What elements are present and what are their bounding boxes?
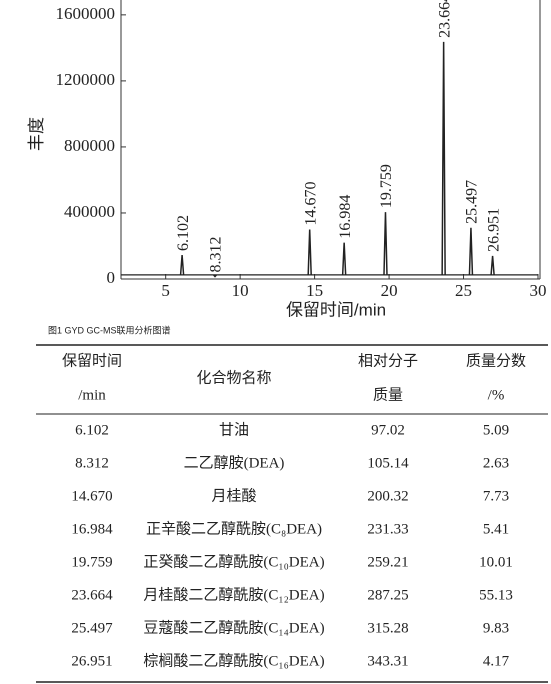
table-cell: 19.759 <box>71 554 112 570</box>
table-cell: 97.02 <box>371 422 405 438</box>
header-cell: /% <box>488 387 505 403</box>
peak <box>179 255 185 275</box>
x-axis-title: 保留时间/min <box>286 300 386 319</box>
table-cell: 正辛酸二乙醇酰胺(C₈DEA) <box>146 520 322 537</box>
table-cell: 26.951 <box>71 653 112 669</box>
peak-label: 23.664 <box>436 0 453 38</box>
y-tick-label: 0 <box>107 268 116 287</box>
table-cell: 9.83 <box>483 620 509 636</box>
header-cell: 相对分子 <box>358 352 418 369</box>
table-cell: 7.73 <box>483 488 509 504</box>
y-tick-label: 1600000 <box>56 4 116 23</box>
table-cell: 月桂酸 <box>211 487 256 504</box>
table-cell: 5.09 <box>483 422 509 438</box>
x-tick-label: 5 <box>161 281 170 300</box>
peak <box>341 242 347 275</box>
table-cell: 二乙醇胺(DEA) <box>184 454 285 471</box>
peak-label: 19.759 <box>378 164 395 208</box>
y-tick-label: 800000 <box>64 136 115 155</box>
peak <box>468 227 474 275</box>
header-cell: 保留时间 <box>62 352 122 369</box>
peak-label: 25.497 <box>464 180 481 224</box>
table-cell: 豆蔻酸二乙醇酰胺(C₁₄DEA) <box>143 619 324 636</box>
peak <box>383 212 388 275</box>
x-tick-label: 15 <box>306 281 323 300</box>
table-cell: 315.28 <box>367 620 408 636</box>
peak-label: 16.984 <box>337 195 354 239</box>
table-cell: 259.21 <box>367 554 408 570</box>
table-cell: 231.33 <box>367 521 408 537</box>
table-cell: 23.664 <box>71 587 113 603</box>
peak-label: 6.102 <box>175 215 192 251</box>
x-tick-label: 10 <box>232 281 249 300</box>
table-cell: 6.102 <box>75 422 109 438</box>
table-cell: 287.25 <box>367 587 408 603</box>
header-cell: 质量 <box>373 386 403 403</box>
table-cell: 4.17 <box>483 653 510 669</box>
x-tick-label: 30 <box>530 281 547 300</box>
table-cell: 棕榈酸二乙醇酰胺(C₁₆DEA) <box>143 652 324 669</box>
table-cell: 200.32 <box>367 488 408 504</box>
table-cell: 甘油 <box>219 421 249 438</box>
y-axis-title: 丰度 <box>27 117 46 151</box>
table-cell: 正癸酸二乙醇酰胺(C₁₀DEA) <box>143 553 324 570</box>
table-cell: 月桂酸二乙醇酰胺(C₁₂DEA) <box>143 586 324 603</box>
table-cell: 8.312 <box>75 455 109 471</box>
x-tick-label: 25 <box>455 281 472 300</box>
table-cell: 25.497 <box>71 620 113 636</box>
table-cell: 16.984 <box>71 521 113 537</box>
table-cell: 105.14 <box>367 455 409 471</box>
header-cell: 质量分数 <box>466 352 526 369</box>
peak-label: 26.951 <box>485 208 502 252</box>
peak <box>212 274 218 278</box>
y-tick-label: 1200000 <box>56 70 116 89</box>
table-cell: 10.01 <box>479 554 513 570</box>
peak <box>490 255 495 275</box>
header-cell: /min <box>78 387 106 403</box>
caption: 图1 GYD GC-MS联用分析图谱 <box>48 324 171 335</box>
table-cell: 55.13 <box>479 587 513 603</box>
y-tick-label: 400000 <box>64 202 115 221</box>
table-cell: 14.670 <box>71 488 112 504</box>
peak <box>307 229 312 275</box>
table-cell: 2.63 <box>483 455 509 471</box>
peak <box>441 41 446 275</box>
table-cell: 343.31 <box>367 653 408 669</box>
header-cell: 化合物名称 <box>196 369 271 386</box>
table-cell: 5.41 <box>483 521 509 537</box>
peak-label: 8.312 <box>208 237 225 273</box>
peak-label: 14.670 <box>302 181 319 225</box>
x-tick-label: 20 <box>381 281 398 300</box>
